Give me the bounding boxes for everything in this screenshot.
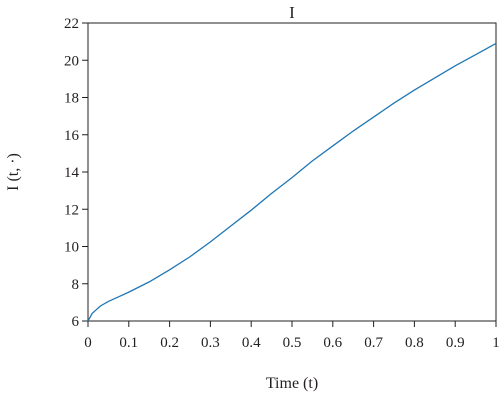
y-tick-label: 16 (64, 128, 80, 144)
x-tick-label: 0.7 (364, 335, 383, 351)
y-tick-label: 20 (64, 53, 79, 69)
series-line (87, 42, 497, 322)
x-tick-label: 0.3 (201, 335, 220, 351)
x-axis-ticks: 0 0.1 0.2 0.3 0.4 0.5 0.6 0.7 0.8 0.9 1 (84, 321, 500, 351)
x-tick-label: 0.8 (405, 335, 424, 351)
y-tick-label: 10 (64, 240, 79, 256)
y-tick-label: 6 (72, 314, 80, 330)
x-tick-label: 1 (492, 335, 500, 351)
y-tick-label: 8 (72, 277, 80, 293)
x-tick-label: 0.9 (446, 335, 465, 351)
x-tick-label: 0.6 (323, 335, 342, 351)
x-tick-label: 0.5 (283, 335, 302, 351)
x-tick-label: 0.4 (242, 335, 261, 351)
x-tick-label: 0.1 (119, 335, 138, 351)
y-axis-label: I (t, ·) (5, 153, 22, 191)
y-tick-label: 22 (64, 16, 79, 32)
y-tick-label: 14 (64, 165, 80, 181)
y-axis-ticks: 6 8 10 12 14 16 18 20 22 (64, 16, 88, 330)
y-tick-label: 18 (64, 91, 79, 107)
y-tick-label: 12 (64, 202, 79, 218)
chart-title: I (289, 3, 295, 22)
x-tick-label: 0.2 (160, 335, 179, 351)
x-axis-label: Time (t) (266, 375, 318, 392)
plot-frame (87, 22, 497, 322)
x-tick-label: 0 (84, 335, 92, 351)
